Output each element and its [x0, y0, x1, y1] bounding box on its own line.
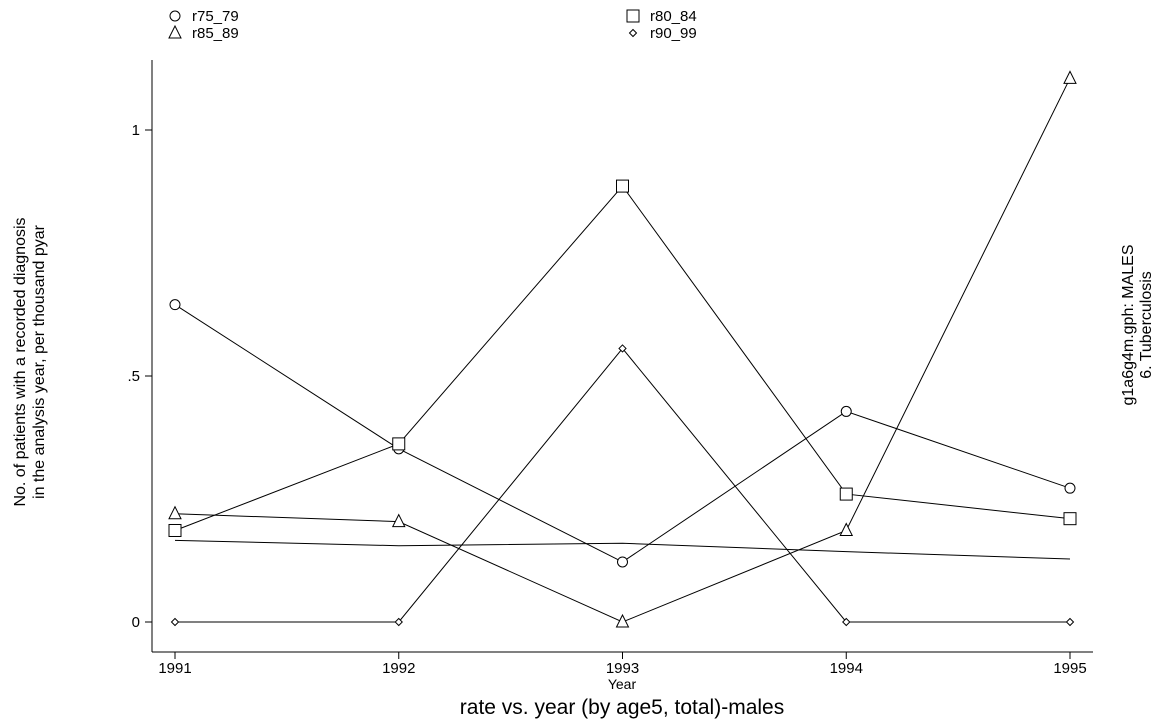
legend-label-r90_99: r90_99: [650, 25, 697, 42]
point-r90_99-1995: [1065, 617, 1075, 627]
point-r90_99-1991: [170, 617, 180, 627]
point-r75_79-1995: [1064, 482, 1076, 494]
series-line-r90_99: [175, 347, 1070, 623]
y-tick-label: 0: [132, 614, 140, 631]
point-r85_89-1992: [391, 513, 406, 528]
legend-label-r75_79: r75_79: [192, 8, 239, 25]
legend-label-r80_84: r80_84: [650, 8, 697, 25]
x-tick-label: 1994: [830, 660, 863, 677]
point-r90_99-1994: [842, 617, 851, 627]
point-r85_89-1993: [615, 613, 630, 628]
legend-marker-r80_84: [626, 9, 640, 23]
point-r80_84-1992: [392, 437, 406, 451]
legend-label-r85_89: r85_89: [192, 25, 239, 42]
right-label-line1: g1a6g4m.gph: MALES: [1120, 245, 1137, 406]
x-tick-label: 1992: [382, 660, 415, 677]
point-r90_99-1992: [394, 617, 403, 627]
series-line-total: [174, 539, 1071, 560]
x-tick-label: 1995: [1053, 660, 1086, 677]
point-r80_84-1994: [839, 487, 853, 501]
x-tick-label: 1991: [158, 660, 191, 677]
x-tick-label: 1993: [606, 660, 639, 677]
point-r75_79-1994: [840, 405, 852, 417]
y-tick-label: .5: [127, 368, 140, 385]
point-r80_84-1995: [1063, 512, 1077, 526]
y-axis-label-line1: No. of patients with a recorded diagnosi…: [12, 217, 29, 506]
series: [168, 70, 1077, 628]
legend-marker-r75_79: [169, 10, 181, 22]
point-r75_79-1991: [169, 299, 181, 311]
y-tick-label: 1: [132, 122, 140, 139]
right-label-line2: 6. Tuberculosis: [1138, 271, 1155, 379]
point-r80_84-1993: [616, 179, 629, 193]
legend-marker-r90_99: [628, 28, 638, 38]
chart-title: rate vs. year (by age5, total)-males: [460, 696, 784, 719]
legend: r75_79 r80_84 r85_89 r90_99: [168, 8, 697, 42]
series-line-r75_79: [174, 304, 1071, 563]
ticks: 1991 1992 1993 1994 1995 0 .5 1: [127, 122, 1086, 677]
legend-marker-r85_89: [168, 24, 182, 39]
point-r85_89-1995: [1063, 70, 1077, 84]
point-r85_89-1994: [839, 522, 854, 536]
point-r85_89-1991: [168, 505, 182, 520]
series-line-r80_84: [174, 185, 1071, 531]
point-r90_99-1993: [618, 344, 627, 353]
point-r80_84-1991: [168, 523, 182, 537]
x-axis-label: Year: [608, 676, 637, 692]
point-r75_79-1993: [617, 556, 628, 568]
y-axis-label-line2: in the analysis year, per thousand pyar: [31, 224, 48, 499]
